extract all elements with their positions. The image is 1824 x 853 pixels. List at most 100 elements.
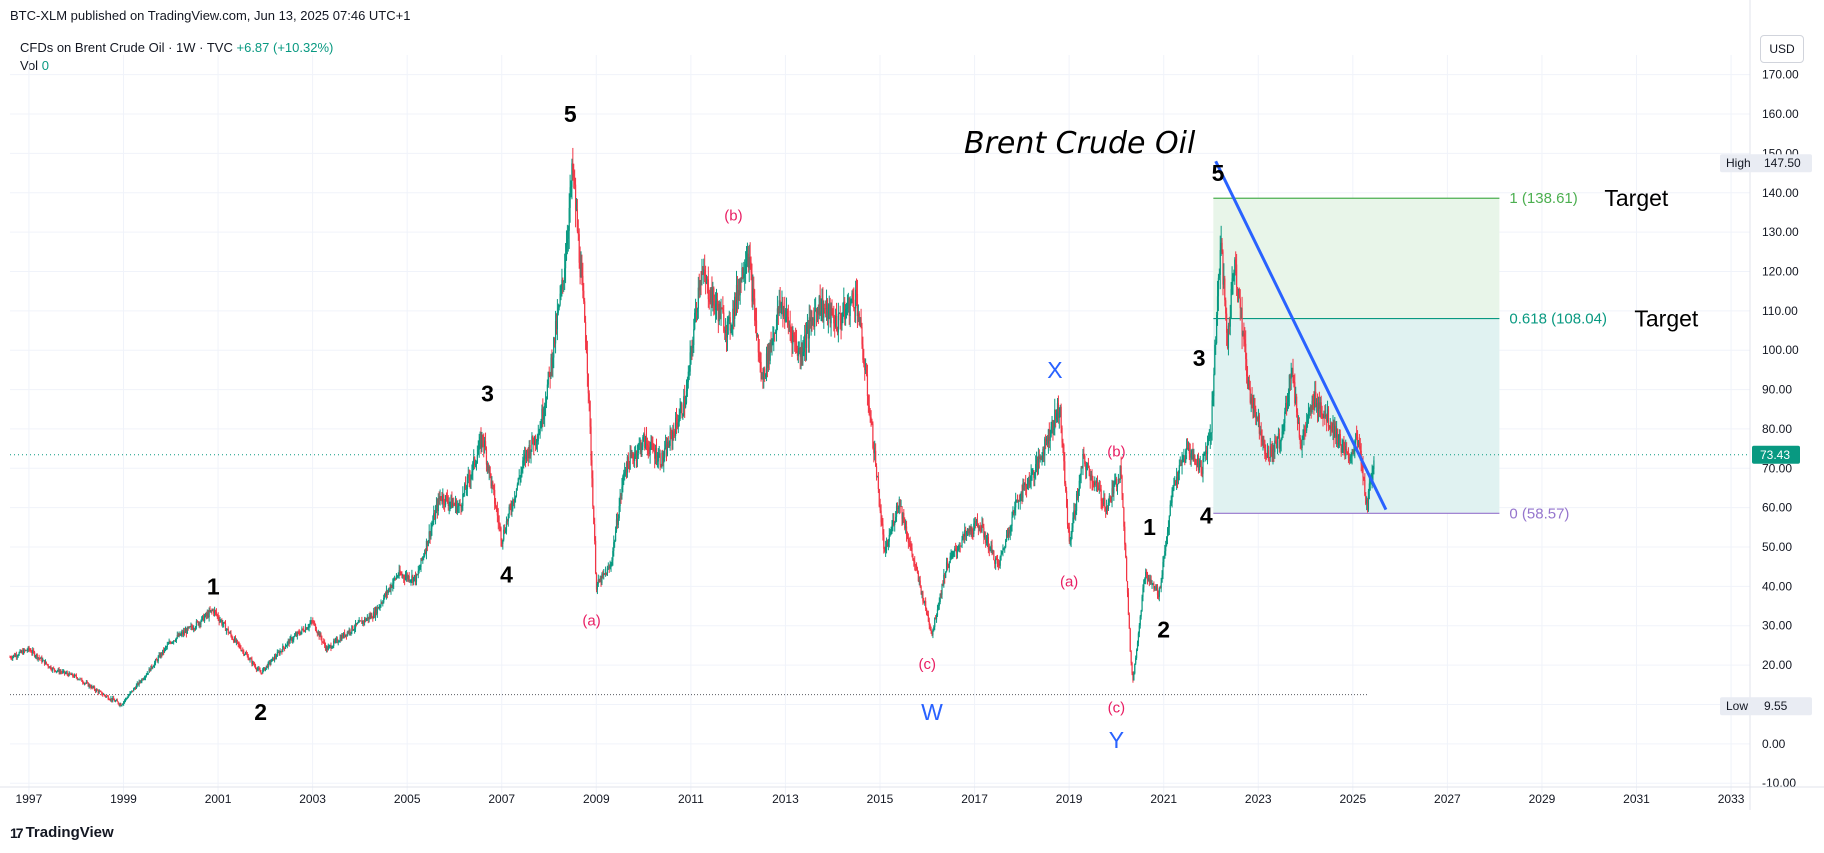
candle-body: [62, 671, 64, 673]
candle-body: [1330, 425, 1332, 430]
candle-body: [983, 527, 985, 538]
publish-info: BTC-XLM published on TradingView.com, Ju…: [10, 8, 411, 23]
candle-body: [268, 661, 270, 663]
y-tick-label: 40.00: [1762, 579, 1792, 593]
candle-body: [236, 640, 238, 642]
candle-body: [242, 650, 244, 651]
candle-body: [384, 593, 386, 598]
candle-body: [923, 601, 925, 603]
candle-body: [201, 616, 203, 622]
candle-body: [1116, 484, 1119, 487]
candle-body: [47, 664, 49, 667]
candle-body: [862, 344, 864, 360]
candle-body: [485, 449, 488, 465]
candle-body: [472, 462, 474, 472]
candle-body: [80, 678, 82, 680]
candle-body: [102, 694, 104, 696]
candle-body: [910, 546, 912, 548]
x-tick-label: 1997: [16, 792, 43, 806]
tradingview-logo[interactable]: 17 TradingView: [10, 824, 114, 841]
candle-body: [1018, 499, 1020, 502]
candle-body: [1171, 490, 1173, 503]
candle-body: [765, 353, 768, 375]
candle-body: [758, 352, 760, 358]
candle-body: [1327, 409, 1330, 427]
candle-body: [90, 686, 92, 689]
candle-body: [445, 495, 448, 497]
candle-body: [780, 303, 782, 308]
symbol-name[interactable]: CFDs on Brent Crude Oil · 1W · TVC: [20, 40, 233, 55]
candle-body: [290, 637, 292, 639]
candle-body: [859, 317, 861, 326]
candle-body: [19, 650, 21, 653]
candle-body: [709, 301, 711, 303]
candle-body: [378, 606, 380, 609]
candle-body: [180, 633, 182, 636]
candle-body: [1144, 578, 1146, 580]
candle-body: [105, 696, 107, 697]
candle-body: [256, 668, 258, 670]
candle-body: [720, 308, 722, 320]
candle-body: [825, 308, 827, 310]
candle-body: [1048, 429, 1050, 441]
candle-body: [592, 478, 594, 507]
candle-body: [1351, 451, 1353, 457]
fib-zone-lower: [1213, 318, 1500, 514]
candle-body: [900, 506, 902, 507]
candle-body: [1255, 408, 1257, 419]
candle-body: [463, 493, 465, 494]
candle-body: [637, 445, 639, 454]
candle-body: [33, 652, 36, 657]
candle-body: [616, 519, 618, 525]
candle-body: [371, 614, 373, 619]
candle-body: [365, 619, 368, 621]
candle-body: [393, 578, 395, 584]
candle-body: [241, 650, 243, 651]
price-badge-bg: [1720, 154, 1812, 173]
y-tick-label: 110.00: [1762, 304, 1798, 318]
candle-body: [1057, 403, 1060, 418]
candle-body: [129, 692, 131, 695]
candle-body: [1260, 431, 1262, 437]
candle-body: [249, 658, 251, 660]
x-tick-label: 2023: [1245, 792, 1272, 806]
candle-body: [321, 638, 323, 642]
candle-body: [690, 347, 692, 353]
candle-body: [943, 574, 945, 585]
candle-body: [1092, 482, 1094, 484]
candle-body: [1113, 483, 1115, 494]
candle-body: [298, 632, 300, 634]
candle-body: [588, 393, 590, 402]
candle-body: [569, 187, 571, 208]
candle-body: [748, 257, 750, 268]
candle-body: [843, 301, 845, 315]
candle-body: [1188, 448, 1190, 454]
candle-body: [628, 462, 630, 470]
candle-body: [1046, 439, 1049, 444]
candle-body: [735, 284, 738, 306]
candle-body: [971, 526, 973, 534]
candle-body: [1075, 493, 1078, 511]
candle-body: [574, 177, 576, 185]
candle-body: [1130, 651, 1132, 663]
candle-body: [890, 531, 892, 534]
candle-body: [74, 674, 77, 676]
candle-body: [734, 296, 736, 319]
candle-body: [567, 230, 569, 239]
candle-body: [1153, 583, 1155, 589]
candle-body: [648, 451, 650, 454]
candle-body: [1072, 517, 1074, 528]
candle-body: [492, 481, 494, 486]
candle-body: [1261, 436, 1263, 442]
currency-button[interactable]: USD: [1760, 35, 1804, 63]
candle-body: [1114, 480, 1116, 484]
candle-body: [937, 605, 939, 610]
candle-body: [1135, 657, 1137, 664]
candle-body: [467, 474, 469, 477]
candle-body: [926, 613, 929, 615]
candle-body: [1202, 458, 1204, 474]
candle-body: [756, 334, 759, 337]
candle-body: [438, 497, 440, 500]
candle-body: [30, 650, 32, 653]
